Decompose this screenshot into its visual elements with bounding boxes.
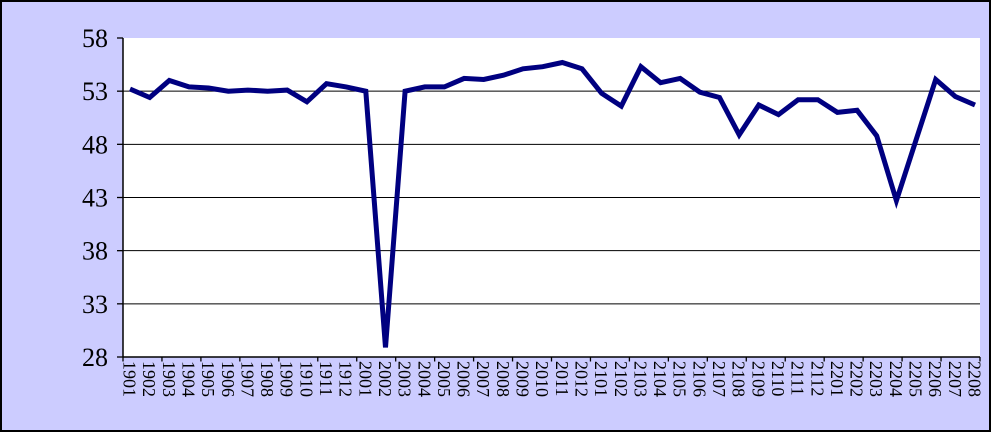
- x-axis-label: 2004: [414, 361, 434, 397]
- x-axis-label: 1901: [120, 361, 140, 397]
- x-axis-label: 2105: [670, 361, 690, 397]
- y-axis-label: 38: [82, 237, 108, 266]
- x-axis-label: 2007: [473, 361, 493, 397]
- x-axis-label: 2002: [375, 361, 395, 397]
- y-axis-label: 48: [82, 130, 108, 159]
- x-axis-label: 2102: [611, 361, 631, 397]
- x-axis-label: 1903: [159, 361, 179, 397]
- x-axis-label: 2008: [493, 361, 513, 397]
- x-axis-label: 2011: [552, 361, 572, 396]
- x-axis-label: 2005: [434, 361, 454, 397]
- y-axis-label: 53: [82, 77, 108, 106]
- x-axis-label: 2108: [729, 361, 749, 397]
- x-axis-label: 2109: [748, 361, 768, 397]
- x-axis-label: 1902: [139, 361, 159, 397]
- x-axis-label: 1905: [198, 361, 218, 397]
- x-axis-label: 2107: [709, 361, 729, 397]
- pmi-series-line: [129, 59, 976, 348]
- x-axis-label: 2208: [965, 361, 985, 397]
- x-axis-label: 2111: [788, 361, 808, 396]
- y-axis-label: 28: [82, 343, 108, 372]
- x-axis-label: 2006: [454, 361, 474, 397]
- x-axis-label: 2009: [513, 361, 533, 397]
- x-axis-label: 2012: [571, 361, 591, 397]
- y-axis-label: 58: [82, 24, 108, 53]
- y-axis-label: 33: [82, 290, 108, 319]
- x-axis-label: 1907: [237, 361, 257, 397]
- x-axis-label: 1911: [316, 361, 336, 396]
- x-axis-label: 1910: [296, 361, 316, 397]
- x-axis-label: 2205: [906, 361, 926, 397]
- x-axis-label: 1908: [257, 361, 277, 397]
- x-axis-label: 2104: [650, 361, 670, 397]
- x-axis-label: 2001: [355, 361, 375, 397]
- x-axis-label: 2112: [807, 361, 827, 396]
- x-axis-label: 1909: [277, 361, 297, 397]
- x-axis-label: 2106: [689, 361, 709, 397]
- x-axis-label: 1906: [218, 361, 238, 397]
- y-axis-label: 43: [82, 184, 108, 213]
- x-axis-label: 2202: [847, 361, 867, 397]
- x-axis-label: 2206: [925, 361, 945, 397]
- x-axis-label: 1912: [336, 361, 356, 397]
- x-axis-label: 2101: [591, 361, 611, 397]
- x-axis-label: 2103: [630, 361, 650, 397]
- x-axis-label: 2201: [827, 361, 847, 397]
- x-axis-label: 2003: [395, 361, 415, 397]
- x-axis-label: 1904: [178, 361, 198, 397]
- x-axis-label: 2207: [945, 361, 965, 397]
- x-axis-label: 2110: [768, 361, 788, 396]
- x-axis-label: 2203: [866, 361, 886, 397]
- x-axis-label: 2010: [532, 361, 552, 397]
- x-axis-label: 2204: [886, 361, 906, 397]
